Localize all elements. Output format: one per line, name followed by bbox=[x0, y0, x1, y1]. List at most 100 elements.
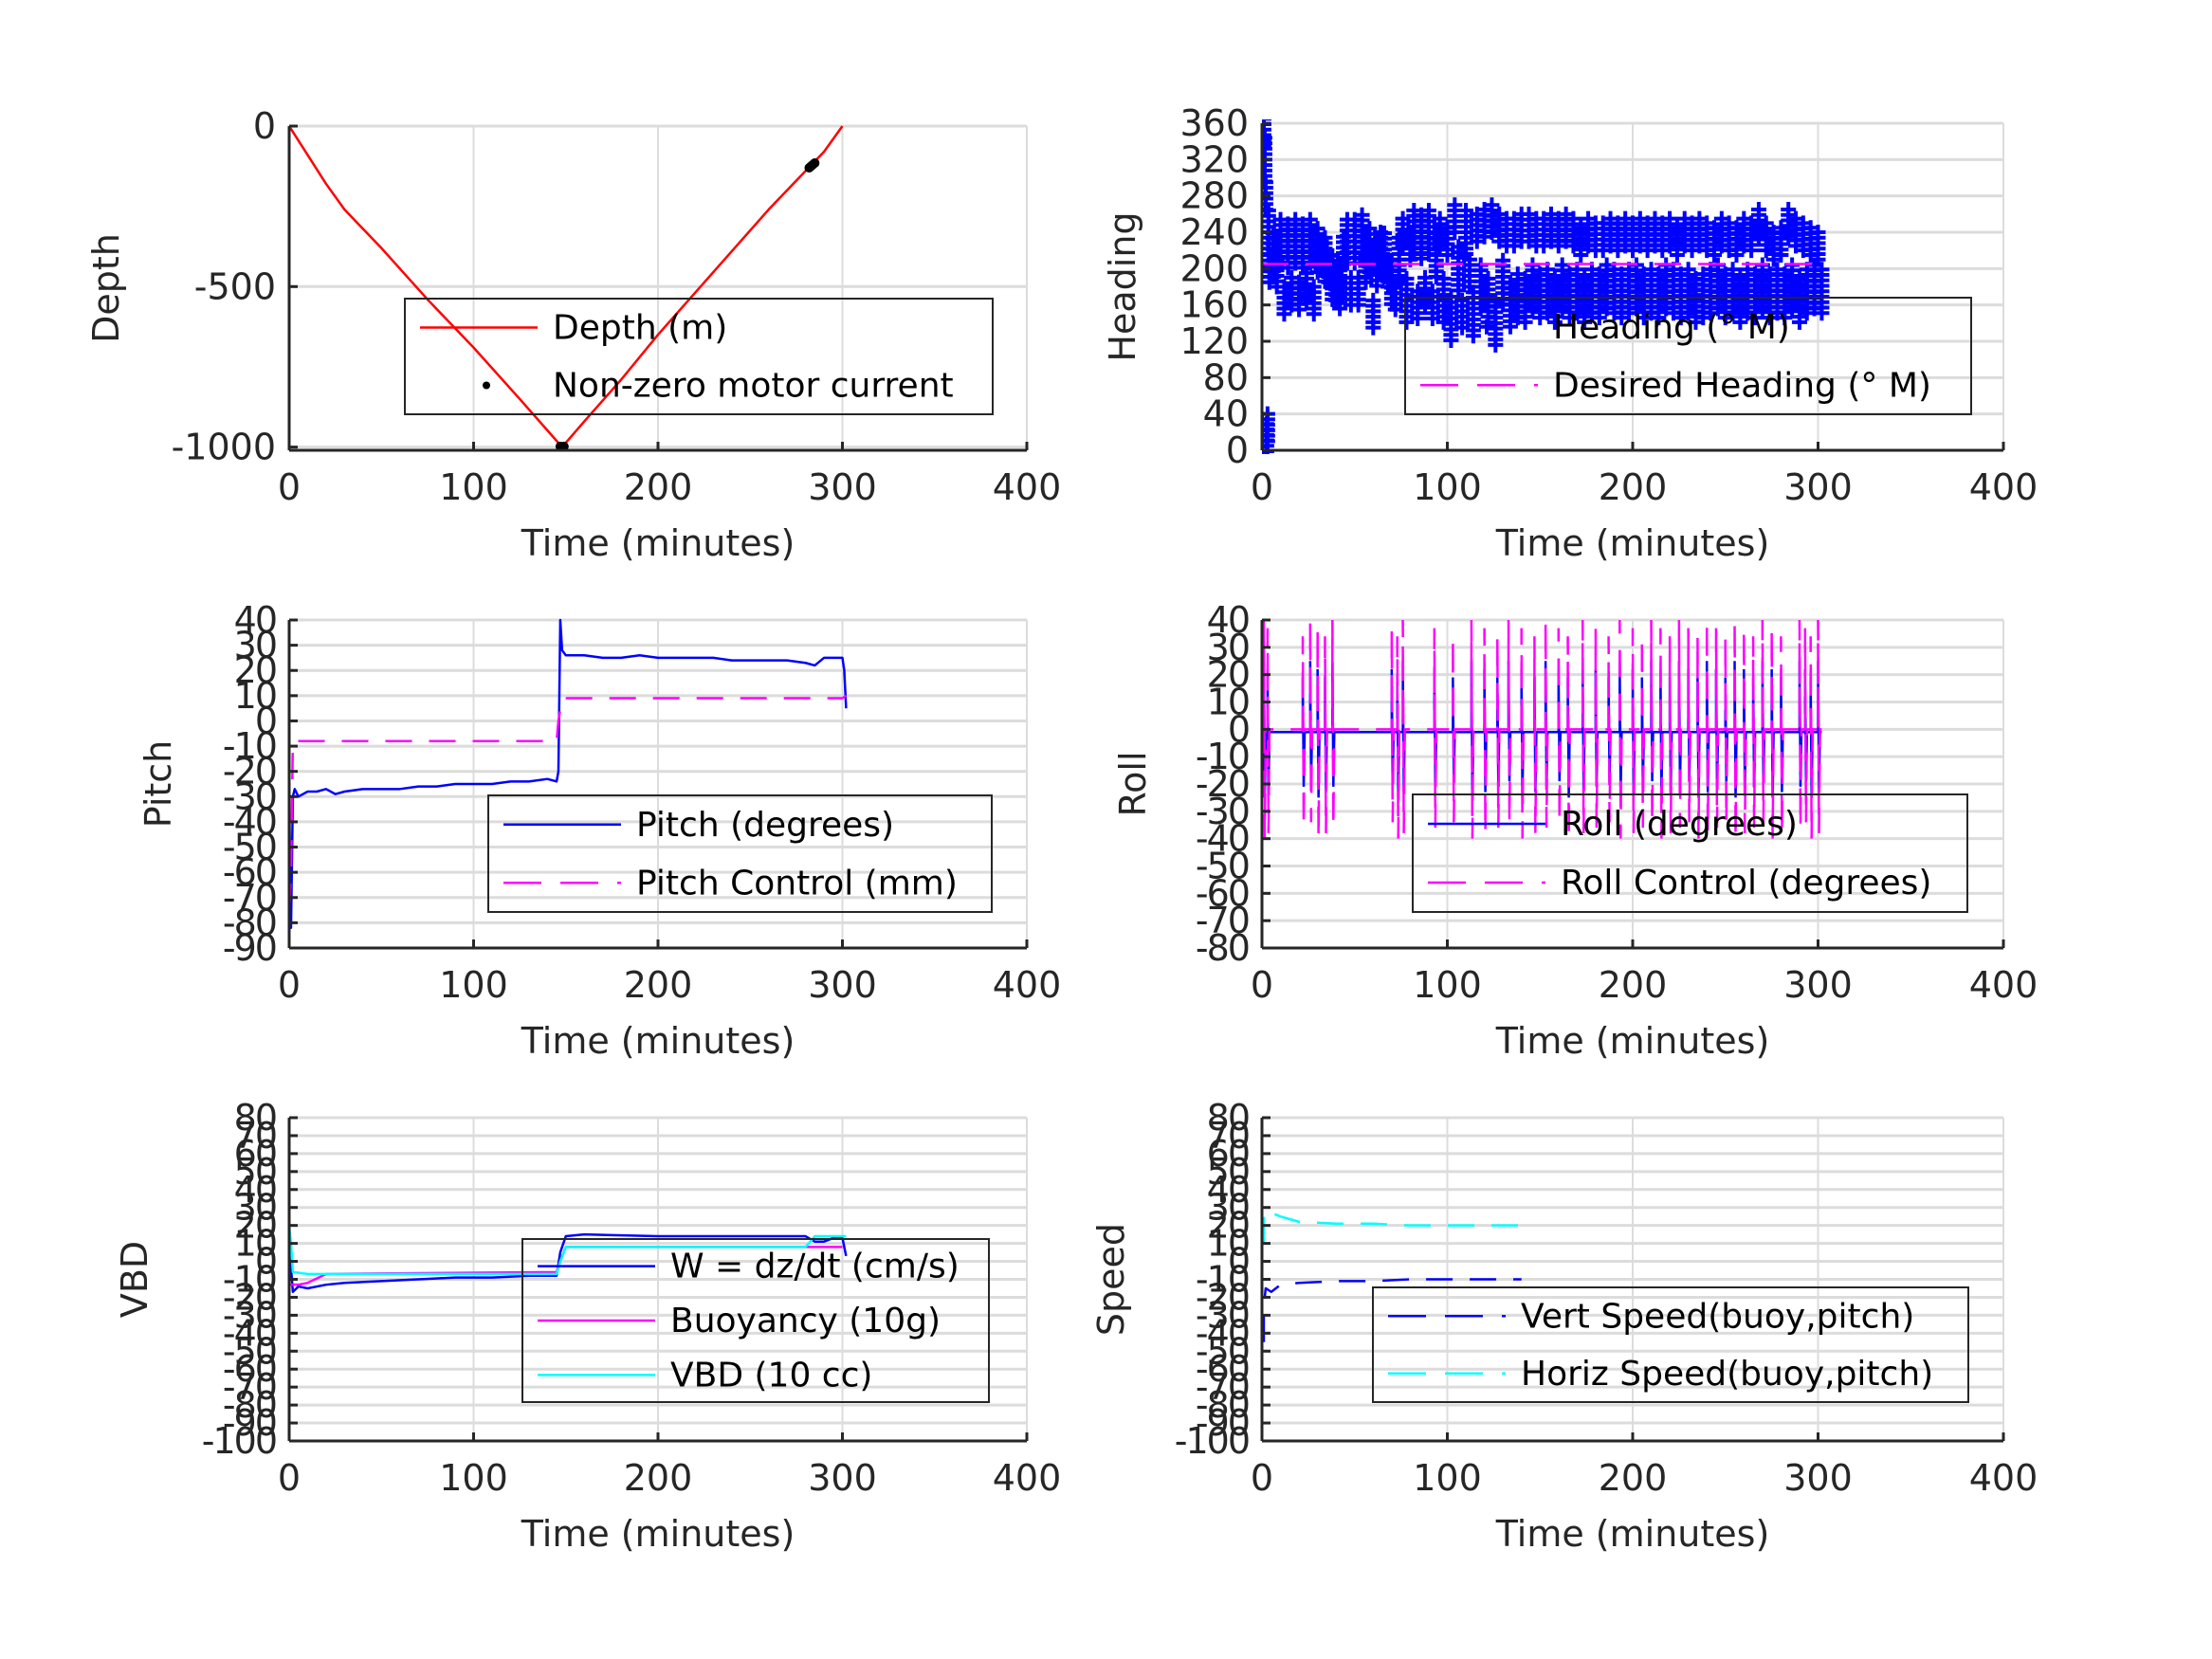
y-tick-label: -20 bbox=[1196, 763, 1249, 805]
y-tick-label: -500 bbox=[194, 265, 276, 307]
legend-box bbox=[404, 298, 994, 415]
legend-entry: Pitch Control (mm) bbox=[636, 864, 958, 902]
heading-point bbox=[1546, 270, 1563, 286]
x-tick-label: 100 bbox=[439, 964, 508, 1006]
y-tick-label: 70 bbox=[234, 1115, 276, 1157]
y-tick-label: 10 bbox=[1207, 1223, 1249, 1265]
x-tick-label: 300 bbox=[1783, 466, 1853, 508]
legend-entry: Roll Control (degrees) bbox=[1561, 864, 1931, 902]
heading-point bbox=[1362, 221, 1378, 237]
series-w-dz-dt-cm-s bbox=[289, 1232, 848, 1294]
x-tick-label: 0 bbox=[278, 964, 301, 1006]
y-tick-label: -50 bbox=[1196, 846, 1249, 887]
heading-point bbox=[1395, 210, 1411, 227]
heading-point bbox=[1662, 210, 1678, 227]
y-tick-label: -30 bbox=[223, 1294, 276, 1336]
y-tick-label: 40 bbox=[234, 1169, 276, 1211]
x-tick-label: 0 bbox=[1251, 466, 1273, 508]
heading-point bbox=[1306, 279, 1322, 295]
y-tick-label: 70 bbox=[1207, 1115, 1249, 1157]
y-tick-label: 40 bbox=[1207, 599, 1249, 641]
y-tick-label: 120 bbox=[1179, 320, 1249, 362]
y-tick-label: 20 bbox=[234, 649, 276, 691]
x-tick-label: 100 bbox=[1413, 1457, 1482, 1499]
x-axis-label: Time (minutes) bbox=[521, 1020, 795, 1062]
y-tick-label: -90 bbox=[223, 927, 276, 969]
y-tick-label: 0 bbox=[1228, 708, 1249, 750]
heading-point bbox=[1365, 292, 1381, 308]
series-pitch-control-mm bbox=[289, 694, 848, 911]
x-tick-label: 400 bbox=[993, 466, 1062, 508]
y-tick-label: -50 bbox=[223, 1330, 276, 1372]
heading-point bbox=[1262, 174, 1273, 191]
legend: Vert Speed(buoy,pitch) Horiz Speed(buoy,p… bbox=[1372, 1286, 1969, 1403]
legend-box bbox=[1372, 1286, 1969, 1403]
y-tick-label: -10 bbox=[1196, 1259, 1249, 1301]
y-tick-label: -40 bbox=[223, 1312, 276, 1354]
legend-entry: Roll (degrees) bbox=[1561, 805, 1798, 844]
series-non-zero-motor-current bbox=[555, 157, 820, 452]
y-tick-label: -30 bbox=[223, 775, 276, 817]
x-tick-label: 200 bbox=[1599, 1457, 1668, 1499]
heading-point bbox=[1317, 229, 1333, 246]
heading-point bbox=[1435, 270, 1452, 286]
legend-marker bbox=[483, 381, 490, 390]
y-tick-label: 20 bbox=[1207, 1205, 1249, 1247]
y-axis-label: Speed bbox=[1090, 1223, 1132, 1336]
y-axis-label: Depth bbox=[85, 233, 127, 343]
y-tick-label: -50 bbox=[223, 827, 276, 868]
y-tick-label: 60 bbox=[1207, 1133, 1249, 1175]
y-tick-label: -100 bbox=[1175, 1420, 1249, 1462]
legend-entry: Depth (m) bbox=[553, 309, 727, 348]
y-tick-label: -80 bbox=[1196, 927, 1249, 969]
axes-heading: 0 100 200 300 40004080120160200240280320360T… bbox=[1102, 102, 2038, 564]
y-tick-label: 80 bbox=[1203, 356, 1249, 398]
series-pitch-degrees bbox=[289, 618, 848, 929]
y-tick-label: 10 bbox=[234, 1223, 276, 1265]
y-tick-label: 0 bbox=[253, 105, 276, 147]
x-axis-label: Time (minutes) bbox=[521, 1513, 795, 1555]
heading-point bbox=[1750, 202, 1766, 218]
heading-point bbox=[1495, 252, 1511, 268]
heading-point bbox=[1565, 210, 1581, 227]
y-tick-label: 30 bbox=[234, 625, 276, 666]
x-tick-label: 100 bbox=[439, 1457, 508, 1499]
x-tick-label: 400 bbox=[993, 964, 1062, 1006]
y-tick-label: 240 bbox=[1179, 211, 1249, 253]
y-tick-label: -80 bbox=[223, 1384, 276, 1426]
x-tick-label: 300 bbox=[808, 964, 877, 1006]
legend-box bbox=[1412, 793, 1968, 913]
legend-entry: Heading (° M) bbox=[1553, 308, 1790, 347]
heading-point bbox=[1262, 130, 1272, 146]
y-tick-label: -40 bbox=[223, 801, 276, 843]
y-tick-label: 280 bbox=[1179, 175, 1249, 217]
heading-point bbox=[1420, 203, 1436, 218]
plot-area bbox=[1262, 119, 1830, 454]
legend-entry: Pitch (degrees) bbox=[636, 806, 894, 845]
y-axis-label: Roll bbox=[1112, 751, 1154, 816]
x-axis-label: Time (minutes) bbox=[1495, 1513, 1770, 1555]
heading-point bbox=[1447, 197, 1463, 213]
y-tick-label: 40 bbox=[234, 599, 276, 641]
x-tick-label: 300 bbox=[808, 1457, 877, 1499]
motor-current-point bbox=[810, 157, 820, 168]
x-tick-label: 400 bbox=[1969, 1457, 2038, 1499]
plot-area bbox=[289, 125, 844, 452]
x-tick-label: 200 bbox=[1599, 466, 1668, 508]
heading-point bbox=[1725, 262, 1741, 278]
series-horiz-speed-buoy-pitch bbox=[1262, 1210, 1531, 1244]
y-tick-label: 40 bbox=[1203, 393, 1249, 435]
y-tick-label: -40 bbox=[1196, 818, 1249, 860]
y-tick-label: -10 bbox=[223, 1259, 276, 1301]
y-tick-label: 10 bbox=[1207, 682, 1249, 723]
x-tick-label: 100 bbox=[1413, 466, 1482, 508]
heading-point bbox=[1458, 203, 1474, 218]
legend: Heading (° M) Desired Heading (° M) bbox=[1404, 297, 1972, 415]
x-axis-label: Time (minutes) bbox=[1495, 522, 1770, 564]
y-tick-label: 20 bbox=[234, 1205, 276, 1247]
x-tick-label: 0 bbox=[278, 1457, 301, 1499]
y-tick-label: 360 bbox=[1179, 102, 1249, 144]
y-tick-label: -20 bbox=[223, 751, 276, 793]
x-axis-label: Time (minutes) bbox=[521, 522, 795, 564]
